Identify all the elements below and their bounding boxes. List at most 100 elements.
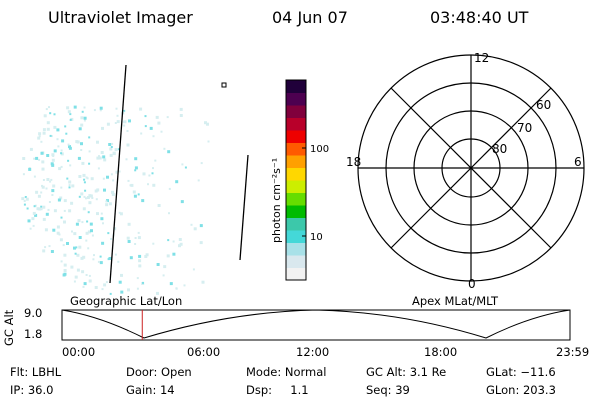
speckle [71,184,75,188]
speckle [42,205,46,209]
speckle [206,122,209,126]
speckle [70,117,74,121]
speckle [109,147,113,151]
speckle [40,140,43,143]
speckle [75,222,79,226]
speckle [105,203,109,207]
speckle [40,205,43,208]
speckle [86,196,90,199]
speckle [53,149,57,153]
speckle [103,158,107,162]
speckle [94,286,98,289]
speckle [130,183,134,187]
colorbar: 100 10 photon cm⁻²s⁻¹ [270,79,329,281]
filter-status: Flt: LBHL [10,365,62,379]
speckle [126,143,130,147]
speckle [110,173,113,176]
speckle [40,151,44,155]
speckle [46,127,50,131]
geographic-image-panel [21,64,249,295]
speckle [140,132,143,135]
mlt-label-18: 18 [346,155,361,169]
speckle [98,155,100,158]
speckle [51,189,55,193]
speckle [154,159,157,162]
speckle [109,154,112,157]
speckle [78,245,82,249]
speckle [110,237,113,240]
mlt-label-0: 0 [468,277,476,290]
glon-status: GLon: 203.3 [486,383,556,397]
speckle [152,167,154,170]
speckle [40,208,43,211]
speckle [118,170,121,173]
speckle [68,186,71,189]
speckle [45,187,48,190]
speckle [56,231,60,235]
speckle [102,177,105,180]
speckle [123,120,127,124]
speckle [69,164,72,167]
speckle [36,207,40,211]
polar-diagonal-b [390,87,552,249]
speckle [44,246,47,249]
speckle [57,145,60,148]
speckle [56,138,59,141]
speckle [70,201,74,205]
speckle [82,255,86,259]
speckle [129,256,133,260]
x-tick-1800: 18:00 [424,345,458,359]
speckle [134,237,137,239]
speckle [127,240,131,243]
colorbar-tick-label-100: 100 [310,144,329,155]
speckle [99,109,102,112]
apex-label: Apex MLat/MLT [412,294,499,308]
speckle [53,125,57,129]
speckle [47,208,50,211]
speckle [192,268,195,271]
colorbar-segment [286,217,306,231]
dsp-status: Dsp: 1.1 [246,383,309,397]
speckle [38,135,41,138]
speckle [141,199,145,203]
speckle [49,180,52,183]
colorbar-unit-label: photon cm⁻²s⁻¹ [270,158,283,243]
speckle [77,219,81,223]
speckle [99,255,102,258]
speckle [22,173,25,176]
geographic-label: Geographic Lat/Lon [70,294,183,308]
speckle [84,189,87,192]
speckle [63,209,66,212]
speckle [179,242,183,246]
colorbar-segment [286,230,306,243]
speckle [97,260,100,263]
speckle [38,207,42,211]
speckle [52,184,56,188]
speckle [52,155,55,157]
speckle [48,201,51,203]
strip-y-tick-9: 9.0 [24,306,43,320]
speckle [78,236,82,239]
colorbar-segment [286,192,306,206]
speckle [62,244,65,247]
speckle [99,106,103,110]
speckle [90,229,93,233]
speckle [97,167,100,170]
speckle [138,259,142,263]
speckle [156,263,160,266]
speckle [22,157,26,160]
ip-status: IP: 36.0 [10,383,54,397]
speckle [96,188,99,191]
speckle [70,265,74,269]
speckle [69,113,72,116]
speckle [45,212,49,216]
speckle [133,194,137,198]
speckle [35,156,39,160]
speckle [144,115,147,118]
speckle [43,114,47,118]
speckle [74,275,78,279]
x-tick-2359: 23:59 [556,345,590,359]
x-tick-0600: 06:00 [187,345,221,359]
speckle [88,274,91,277]
speckle [132,190,136,194]
